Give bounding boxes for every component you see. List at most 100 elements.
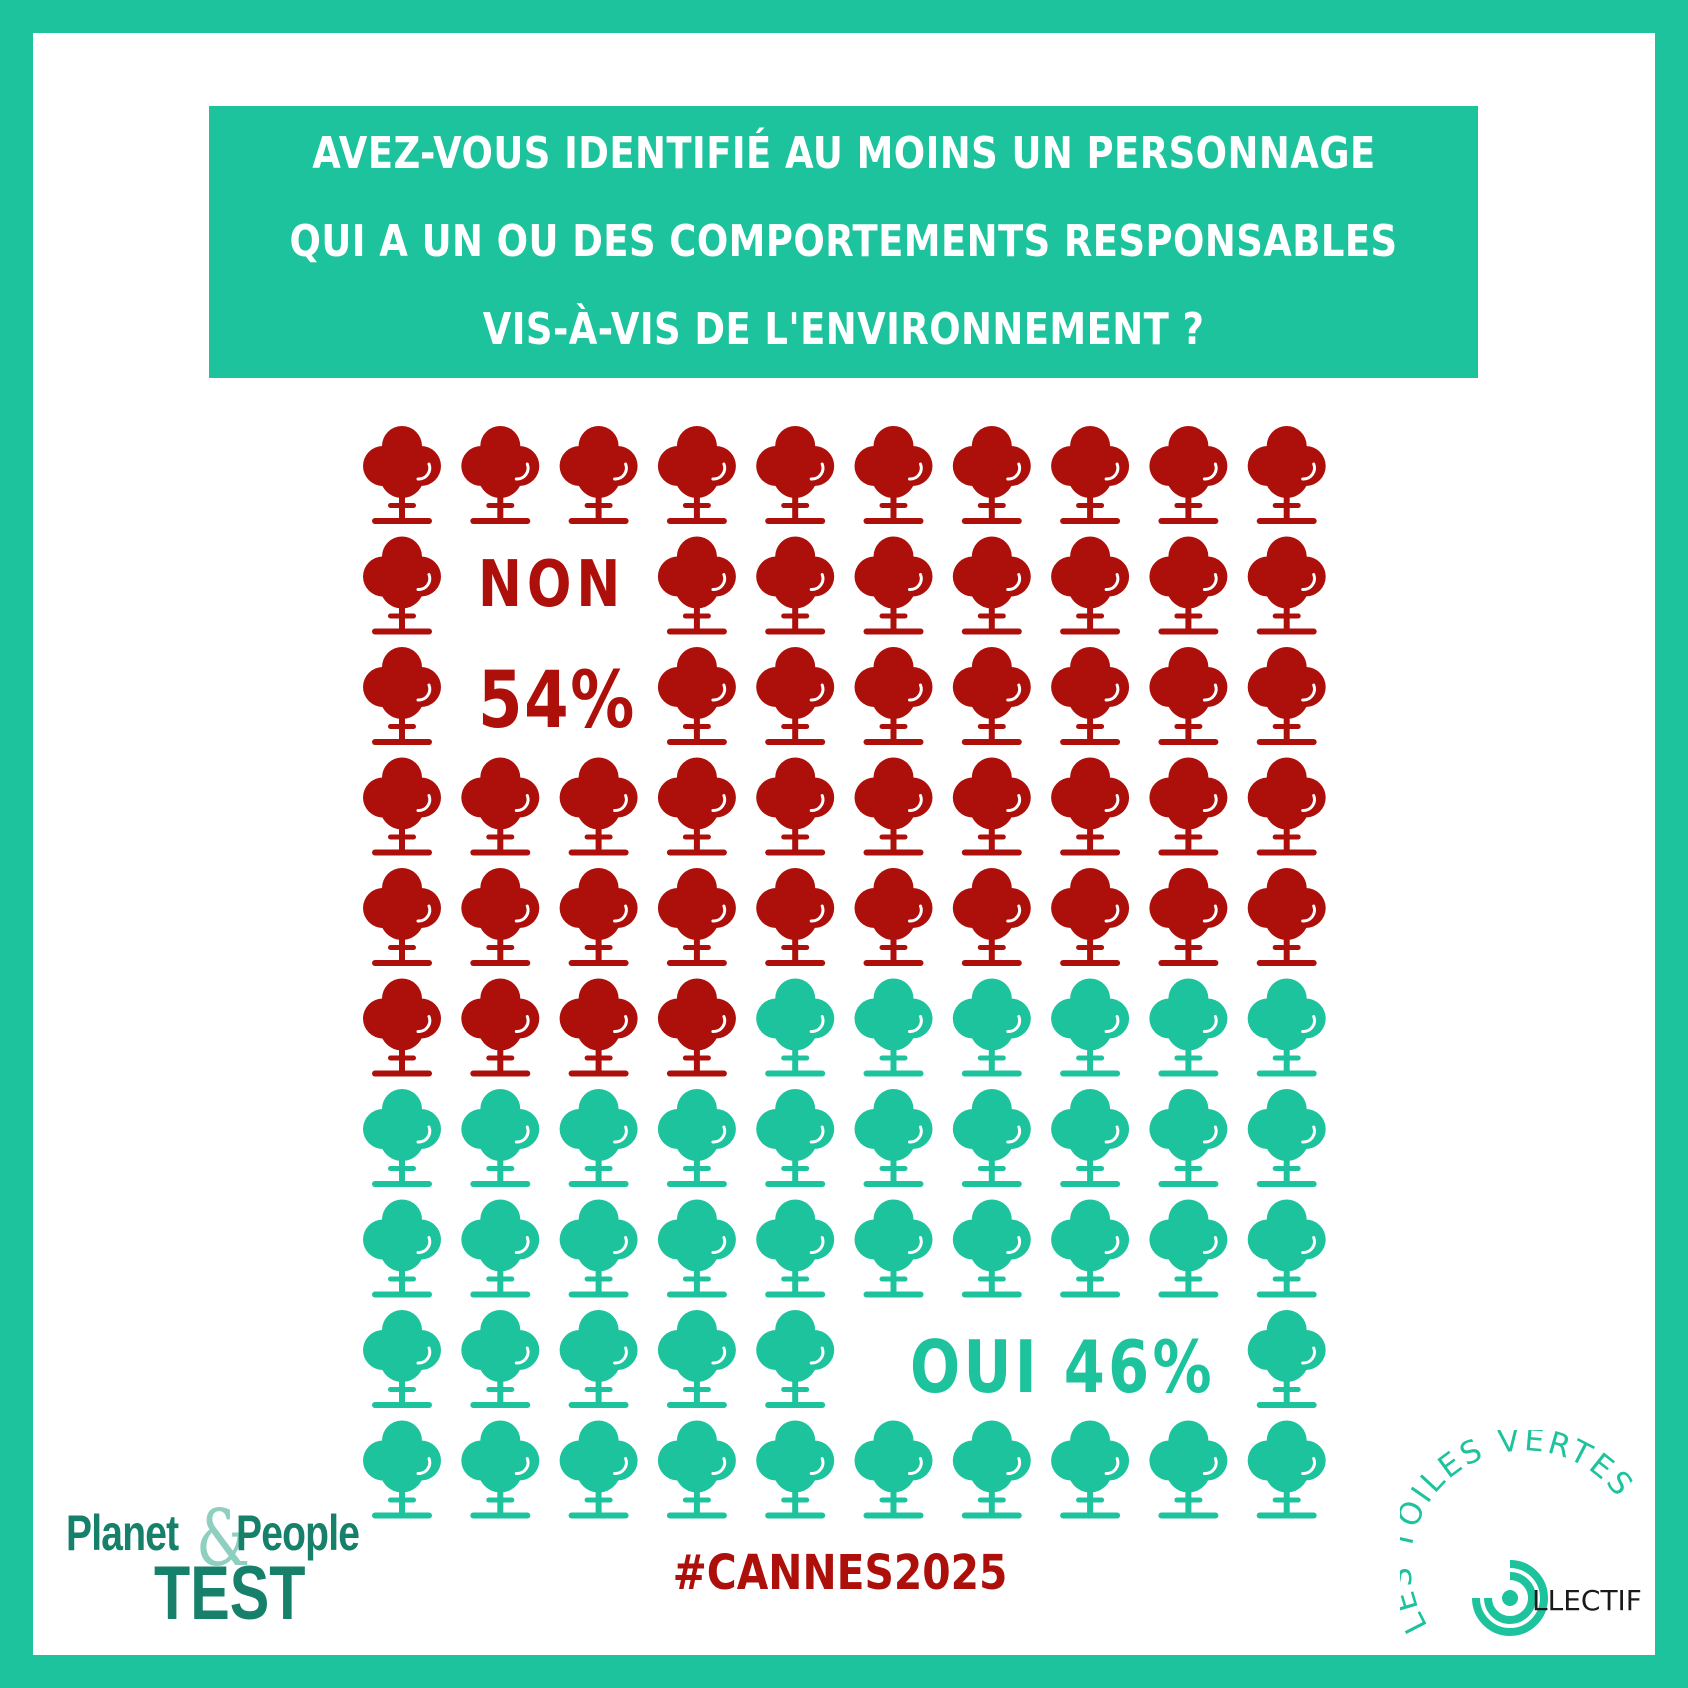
tree-icon-oui [756,1089,835,1187]
planet-people-word-planet: Planet [66,1505,179,1561]
tree-icon-oui [1247,1199,1326,1298]
tree-icon-non [559,757,638,856]
planet-people-test-logo: & Planet People TEST [64,1494,384,1640]
tree-icon-non [756,757,835,856]
tree-icon-oui [363,1199,441,1298]
tree-icon-non [1051,536,1130,635]
tree-icon-non [363,757,441,856]
tree-icon-non [756,536,835,635]
tree-icon-non [1247,426,1326,524]
tree-icon-oui [559,1420,638,1519]
tree-icon-oui [657,1199,736,1298]
tree-icon-non [657,536,736,635]
tree-icon-non [952,647,1031,745]
tree-icon-non [1051,868,1130,966]
tree-icon-non [657,647,736,745]
les-toiles-vertes-logo: LES TOILES VERTES LLECTIF [1400,1430,1642,1639]
tree-icon-non [559,426,638,524]
tree-icon-non [952,757,1031,856]
tree-icon-oui [461,1089,540,1187]
tree-icon-oui [952,1199,1031,1298]
tree-icon-oui [756,978,835,1077]
tree-icon-non [1247,647,1326,745]
tree-icon-non [1051,647,1130,745]
tree-icon-oui [1149,978,1228,1077]
tree-icon-oui [1247,978,1326,1077]
tree-icon-non [952,426,1031,524]
tree-icon-non [657,757,736,856]
tree-icon-oui [1051,1089,1130,1187]
tree-icon-oui [657,1420,736,1519]
tree-icon-oui [559,1089,638,1187]
tree-icon-non [1149,868,1228,966]
tree-icon-non [756,868,835,966]
tree-icon-non [952,536,1031,635]
tree-icon-non [1247,757,1326,856]
tree-icon-oui [559,1199,638,1298]
tree-icon-oui [1051,1420,1130,1519]
tree-icon-non [1149,426,1228,524]
tree-icon-oui [461,1420,540,1519]
tree-icon-non [559,868,638,966]
tree-icon-oui [1051,978,1130,1077]
tree-icon-non [657,868,736,966]
tree-icon-non [1149,757,1228,856]
tree-icon-oui [756,1199,835,1298]
tree-icon-oui [1149,1089,1228,1187]
tree-icon-oui [952,978,1031,1077]
tree-icon-non [363,536,441,635]
oui-percent-label: OUI 46% [910,1325,1215,1409]
tree-icon-non [952,868,1031,966]
tree-icon-non [854,426,933,524]
tree-icon-non [363,978,441,1077]
non-percent-label: 54% [478,656,637,746]
tree-icon-non [363,868,441,966]
planet-people-word-test: TEST [154,1551,306,1636]
tree-icon-oui [363,1089,441,1187]
tree-icon-non [1149,536,1228,635]
collectif-spiral-icon [1472,1560,1548,1636]
tree-icon-non [657,978,736,1077]
tree-icon-oui [854,1420,933,1519]
question-line-1: AVEZ-VOUS IDENTIFIÉ AU MOINS UN PERSONNA… [311,128,1376,179]
tree-icon-oui [854,978,933,1077]
planet-people-ampersand: & [196,1494,251,1584]
tree-icon-non [363,426,441,524]
tree-icon-non [1149,647,1228,745]
tree-icon-non [854,647,933,745]
collectif-text: LLECTIF [1532,1584,1642,1617]
question-line-2: QUI A UN OU DES COMPORTEMENTS RESPONSABL… [289,216,1398,267]
tree-icon-oui [461,1199,540,1298]
tree-icon-oui [952,1089,1031,1187]
question-line-3: VIS-À-VIS DE L'ENVIRONNEMENT ? [482,304,1205,355]
tree-icon-non [854,757,933,856]
tree-icon-non [1051,757,1130,856]
tree-icon-oui [1247,1310,1326,1408]
tree-icon-non [461,868,540,966]
tree-icon-non [461,757,540,856]
non-label: NON [478,548,626,622]
tree-icon-non [461,978,540,1077]
tree-icon-non [1051,426,1130,524]
tree-icon-oui [657,1089,736,1187]
tree-icon-oui [952,1420,1031,1519]
tree-icon-non [854,536,933,635]
tree-icon-non [461,426,540,524]
tree-icon-non [1247,868,1326,966]
tree-icon-oui [756,1310,835,1408]
tree-icon-non [363,647,441,745]
tree-icon-oui [363,1420,441,1519]
tree-icon-non [854,868,933,966]
tree-icon-non [657,426,736,524]
tree-icon-oui [854,1089,933,1187]
question-banner: AVEZ-VOUS IDENTIFIÉ AU MOINS UN PERSONNA… [209,106,1478,378]
tree-icon-non [559,978,638,1077]
tree-icon-oui [559,1310,638,1408]
tree-icon-oui [854,1199,933,1298]
tree-icon-oui [756,1420,835,1519]
tree-icon-non [756,426,835,524]
tree-icon-oui [657,1310,736,1408]
planet-people-word-people: People [236,1505,360,1561]
tree-icon-oui [1149,1199,1228,1298]
